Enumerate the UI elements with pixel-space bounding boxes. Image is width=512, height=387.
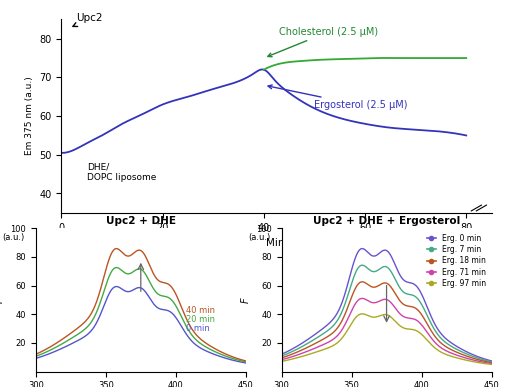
Text: Ergosterol (2.5 μM): Ergosterol (2.5 μM) (268, 85, 408, 110)
Text: DHE/
DOPC liposome: DHE/ DOPC liposome (87, 163, 156, 182)
Text: (a.u.): (a.u.) (248, 233, 270, 242)
X-axis label: Min.: Min. (266, 238, 287, 248)
Text: Upc2: Upc2 (73, 13, 103, 26)
Legend: Erg. 0 min, Erg. 7 min, Erg. 18 min, Erg. 71 min, Erg. 97 min: Erg. 0 min, Erg. 7 min, Erg. 18 min, Erg… (425, 232, 488, 289)
Text: Cholesterol (2.5 μM): Cholesterol (2.5 μM) (268, 27, 378, 57)
Y-axis label: F: F (0, 297, 5, 303)
Text: (a.u.): (a.u.) (2, 233, 25, 242)
Title: Upc2 + DHE: Upc2 + DHE (106, 216, 176, 226)
Y-axis label: F: F (241, 297, 250, 303)
Text: 20 min: 20 min (185, 315, 215, 324)
Y-axis label: Em 375 nm (a.u.): Em 375 nm (a.u.) (25, 77, 34, 156)
Text: 40 min: 40 min (185, 306, 215, 315)
Text: 0 min: 0 min (185, 324, 209, 333)
Title: Upc2 + DHE + Ergosterol: Upc2 + DHE + Ergosterol (313, 216, 460, 226)
